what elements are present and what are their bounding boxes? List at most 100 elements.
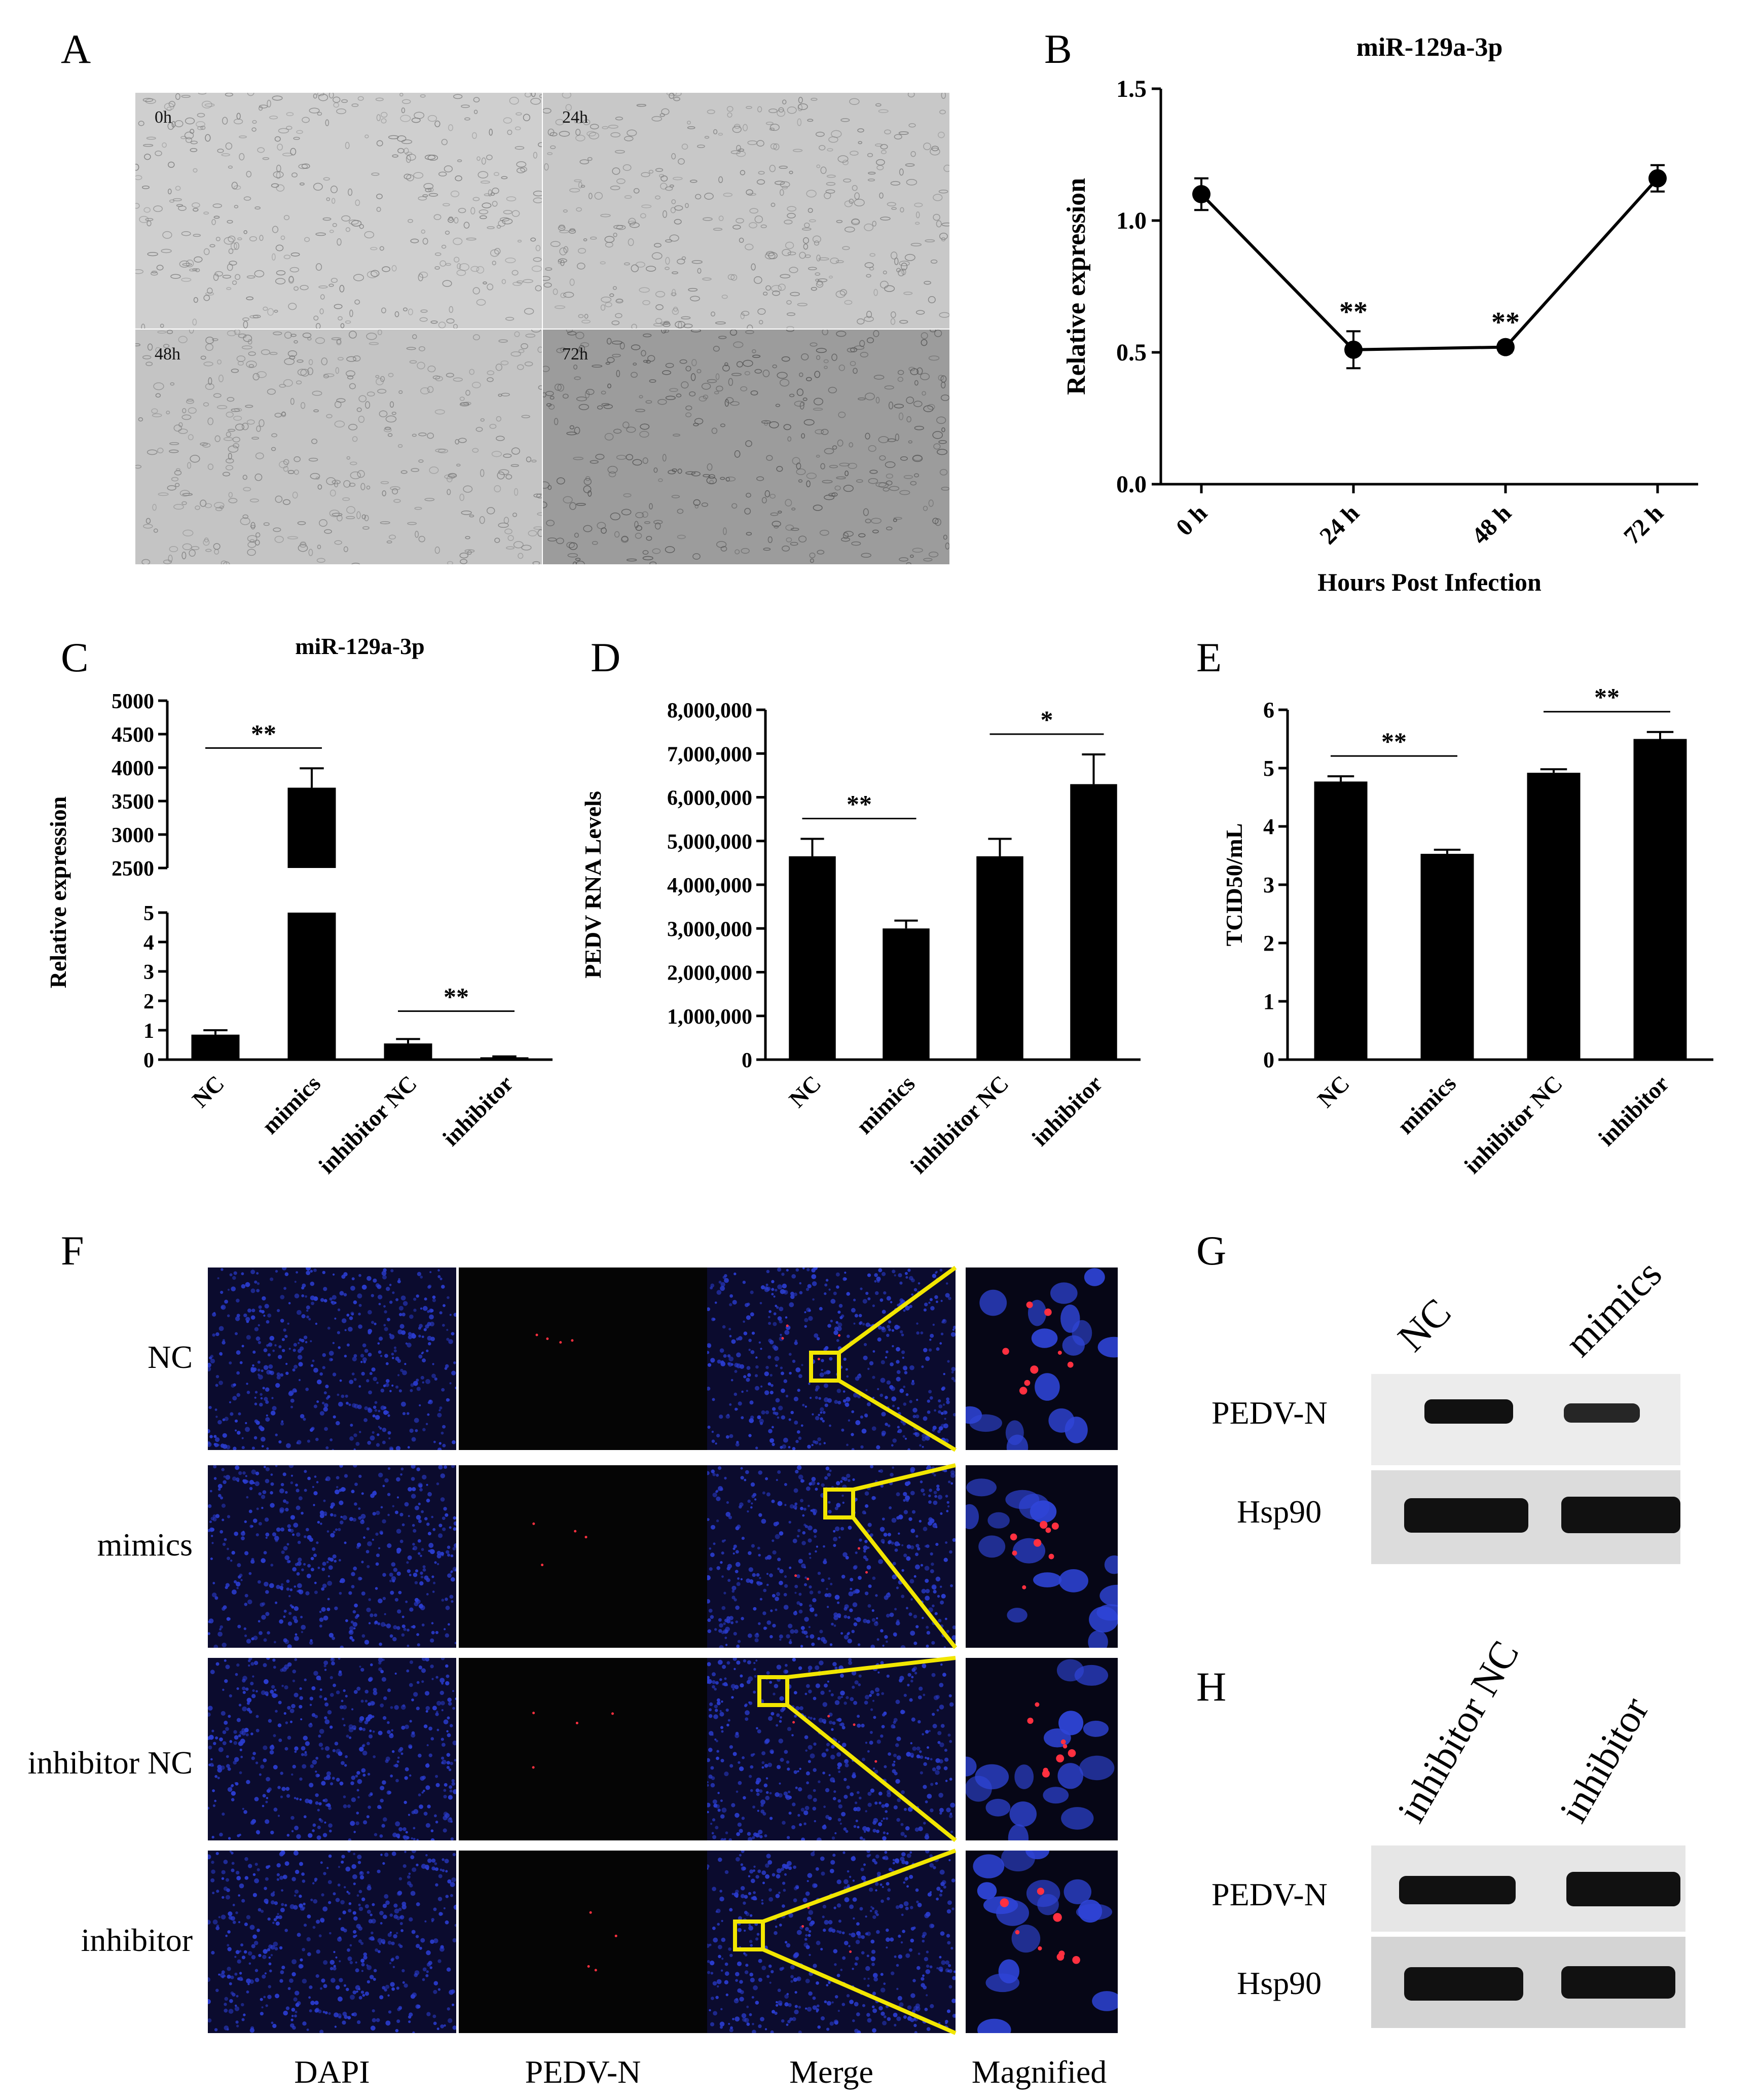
cell: [313, 315, 319, 321]
cell: [569, 425, 574, 429]
cell: [274, 535, 284, 543]
cell: [334, 420, 345, 428]
nucleus: [321, 1781, 326, 1786]
nucleus: [370, 1913, 373, 1916]
nucleus: [314, 1581, 317, 1584]
cell: [597, 522, 606, 529]
cell: [809, 219, 816, 223]
nucleus: [757, 1546, 760, 1550]
nucleus: [292, 1368, 296, 1372]
pedv-n-panel-mimics: [459, 1465, 707, 1648]
cell: [379, 410, 388, 417]
nucleus: [1088, 1630, 1108, 1648]
nucleus: [837, 1799, 841, 1803]
nucleus: [945, 1495, 948, 1498]
cell: [403, 173, 412, 179]
nucleus: [407, 1446, 410, 1449]
nucleus: [716, 1756, 719, 1760]
cell: [155, 347, 161, 353]
nucleus: [331, 1300, 336, 1305]
x-tick-label: inhibitor: [1593, 1070, 1674, 1151]
cell: [672, 271, 678, 274]
nucleus: [245, 1733, 249, 1736]
x-tick-label: mimics: [1392, 1070, 1461, 1139]
nucleus: [920, 1331, 924, 1334]
nucleus: [911, 1717, 915, 1722]
nucleus: [765, 1676, 769, 1680]
nucleus: [898, 1273, 902, 1278]
chart-title: miR-129a-3p: [295, 633, 425, 659]
nucleus: [918, 1720, 921, 1724]
nucleus: [757, 1809, 759, 1812]
nucleus: [372, 1431, 375, 1434]
cell: [473, 97, 480, 103]
nucleus: [789, 1504, 794, 1509]
cell: [685, 203, 689, 208]
nucleus: [433, 1440, 436, 1443]
nucleus: [447, 1553, 451, 1557]
nucleus: [823, 1383, 828, 1388]
cell: [531, 93, 536, 97]
nucleus: [711, 1733, 714, 1736]
nucleus: [799, 1291, 803, 1294]
cell: [272, 253, 276, 261]
nucleus: [315, 1757, 319, 1760]
nucleus: [287, 1322, 289, 1325]
nucleus: [441, 1431, 444, 1435]
nucleus: [233, 1271, 237, 1275]
nucleus: [445, 1364, 449, 1368]
cell: [897, 370, 904, 375]
y-tick-label: 0.0: [1116, 471, 1147, 498]
nucleus: [337, 1331, 340, 1334]
cell: [914, 202, 923, 207]
nucleus: [1012, 1538, 1046, 1564]
nucleus: [292, 1616, 297, 1620]
cell: [728, 378, 733, 386]
cell: [182, 543, 192, 551]
cell: [274, 310, 278, 313]
nucleus: [722, 1325, 726, 1329]
nucleus: [246, 1496, 249, 1499]
nucleus: [332, 1449, 335, 1450]
nucleus: [781, 1371, 784, 1375]
nucleus: [315, 1793, 319, 1797]
cell: [280, 235, 285, 240]
cell: [346, 506, 356, 514]
nucleus: [392, 1750, 395, 1753]
nucleus: [731, 1589, 735, 1593]
nucleus: [390, 1590, 394, 1595]
cell: [538, 385, 542, 390]
nucleus: [238, 1412, 241, 1416]
nucleus: [949, 1702, 954, 1707]
cell: [343, 480, 351, 488]
nucleus: [808, 1689, 812, 1694]
nucleus: [270, 1830, 274, 1835]
nucleus: [362, 1357, 367, 1362]
y-tick-label: 4000: [112, 757, 154, 780]
nucleus: [309, 1696, 313, 1700]
nucleus: [409, 1720, 412, 1723]
cell: [523, 279, 533, 283]
nucleus: [842, 1399, 847, 1403]
nucleus: [843, 1701, 847, 1705]
nucleus: [329, 1829, 332, 1833]
nucleus: [251, 1525, 253, 1528]
nucleus: [338, 1672, 343, 1677]
nucleus: [717, 1792, 720, 1794]
micrograph-48h: 48h: [135, 330, 542, 564]
cell: [254, 539, 260, 546]
nucleus: [928, 1517, 933, 1522]
cell: [575, 332, 584, 339]
cell: [601, 296, 612, 303]
nucleus: [275, 1433, 278, 1436]
cell: [690, 296, 700, 302]
cell: [723, 193, 733, 197]
nucleus: [296, 1442, 299, 1444]
cell: [178, 428, 188, 434]
cell: [428, 193, 438, 197]
nucleus: [946, 1501, 949, 1504]
nucleus: [816, 1545, 818, 1548]
nucleus: [303, 1563, 306, 1566]
cell: [230, 242, 237, 250]
cell: [624, 136, 634, 141]
